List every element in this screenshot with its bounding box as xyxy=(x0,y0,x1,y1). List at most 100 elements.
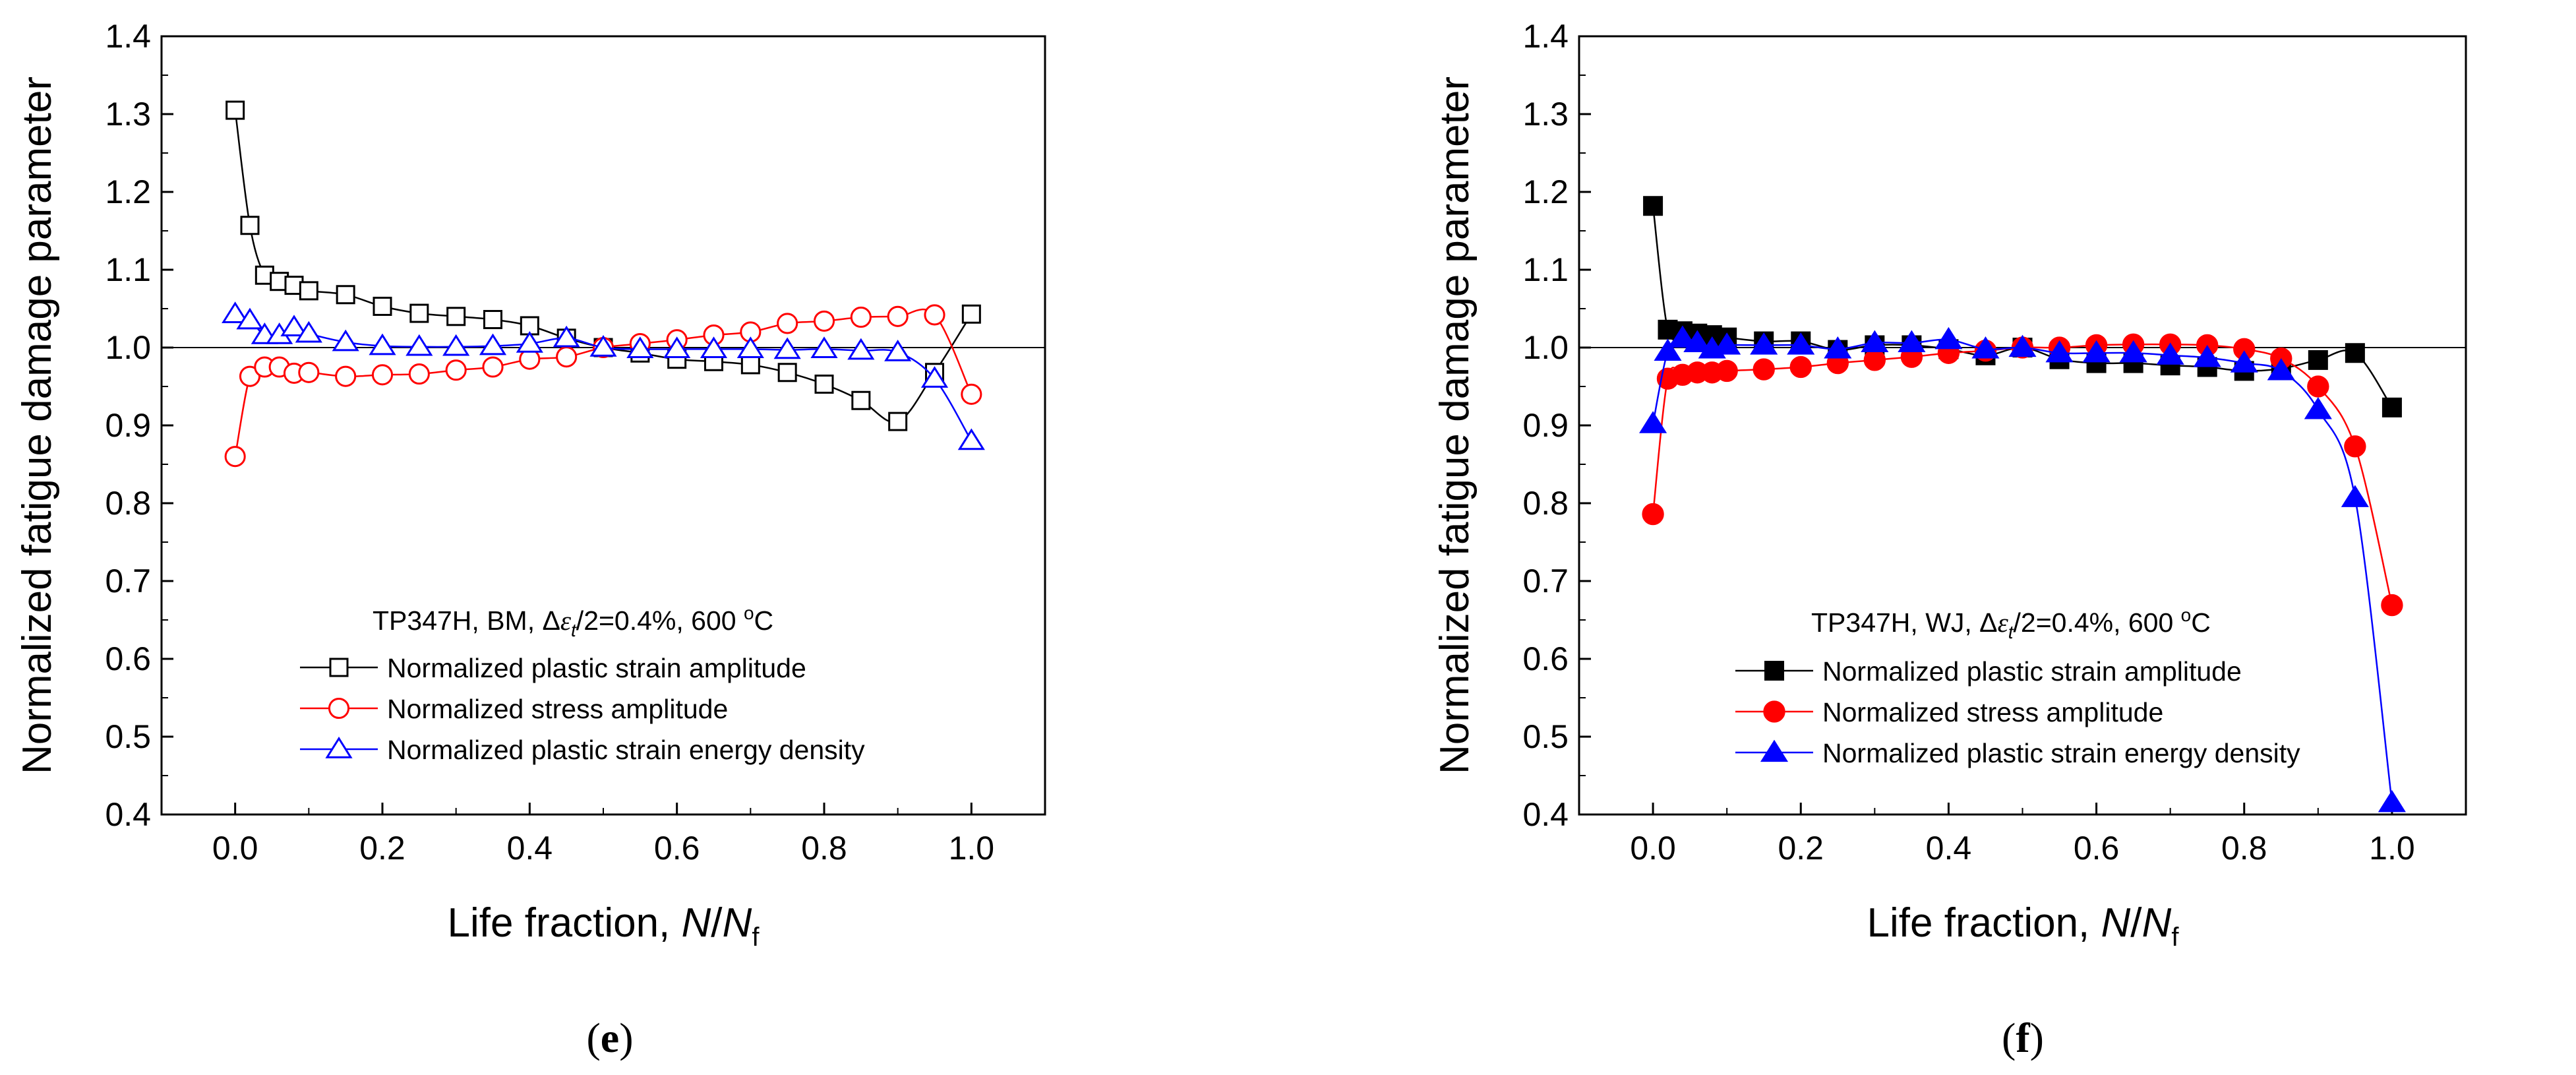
data-point xyxy=(924,304,945,326)
x-tick-label: 0.8 xyxy=(801,830,847,867)
y-tick-label: 0.5 xyxy=(105,718,151,755)
legend-marker xyxy=(325,736,353,758)
data-point xyxy=(2156,342,2184,365)
series-line xyxy=(1652,343,2393,605)
legend-label: Normalized plastic strain amplitude xyxy=(1822,656,2242,687)
y-tick-label: 1.1 xyxy=(1522,251,1569,288)
y-tick-label: 0.9 xyxy=(1522,407,1569,444)
data-point xyxy=(777,313,798,334)
data-point xyxy=(2230,350,2258,373)
data-point xyxy=(295,321,322,343)
legend-label: Normalized plastic strain energy density xyxy=(1822,738,2300,768)
data-point xyxy=(2381,594,2403,617)
legend-label: Normalized stress amplitude xyxy=(387,694,728,724)
data-point xyxy=(2267,358,2295,381)
caption-paren-open: ( xyxy=(586,1014,600,1061)
data-point xyxy=(336,285,355,305)
data-point xyxy=(888,412,908,431)
data-point xyxy=(240,216,260,235)
data-point xyxy=(1898,330,1926,353)
data-point xyxy=(920,366,949,388)
x-tick-label: 1.0 xyxy=(949,830,995,867)
data-point xyxy=(957,428,985,450)
caption-paren-close: ) xyxy=(619,1014,633,1061)
legend-entry: Normalized plastic strain amplitude xyxy=(300,653,806,683)
x-axis-label: Life fraction, N/Nf xyxy=(448,900,760,952)
y-tick-label: 1.2 xyxy=(105,173,151,210)
data-point xyxy=(556,346,578,368)
data-point xyxy=(1643,196,1663,216)
caption-letter: f xyxy=(2016,1014,2030,1061)
x-label-f: f xyxy=(2171,923,2179,952)
data-point xyxy=(961,383,982,405)
x-tick-label: 0.8 xyxy=(2221,830,2267,867)
data-point xyxy=(740,355,760,375)
data-point xyxy=(369,333,396,355)
annotation-suffix: /2=0.4%, 600 xyxy=(2014,607,2181,638)
x-tick-label: 0.4 xyxy=(1926,830,1972,867)
y-tick-label: 1.4 xyxy=(1522,18,1569,55)
data-point xyxy=(1824,336,1852,359)
y-tick-label: 0.4 xyxy=(105,796,151,833)
y-axis-label: Normalized fatigue damage parameter xyxy=(1432,77,1478,774)
condition-annotation: TP347H, BM, Δεt/2=0.4%, 600 oC xyxy=(373,603,773,640)
x-label-text: Life fraction, xyxy=(448,900,682,946)
data-point xyxy=(409,303,429,323)
data-point xyxy=(1654,338,1682,361)
chart-panel-f: 0.4 0.5 0.6 0.7 0.8 0.9 1.0 1.1 1.2 1.3 1.4 0.0 0.2 0… xyxy=(1432,18,2467,1061)
x-tick-label: 0.0 xyxy=(212,830,258,867)
data-point xyxy=(373,296,392,316)
data-point xyxy=(2307,375,2329,398)
caption-paren-close: ) xyxy=(2030,1014,2044,1061)
y-tick-label: 0.7 xyxy=(105,563,151,599)
annotation-epsilon: ε xyxy=(560,605,572,636)
data-point xyxy=(1713,332,1741,355)
data-point xyxy=(1971,336,2000,359)
data-point xyxy=(299,281,318,301)
data-point xyxy=(2378,789,2406,813)
annotation-degree: o xyxy=(2181,605,2192,625)
y-tick-label: 1.2 xyxy=(1522,173,1569,210)
y-tick-label: 0.9 xyxy=(105,407,151,444)
y-tick-label: 1.0 xyxy=(1522,329,1569,366)
annotation-suffix: /2=0.4%, 600 xyxy=(576,605,744,636)
legend-entry: Normalized plastic strain energy density xyxy=(300,735,865,765)
data-point xyxy=(961,304,981,324)
data-point xyxy=(1716,359,1738,383)
y-tick-label: 1.4 xyxy=(105,18,151,55)
legend-label: Normalized stress amplitude xyxy=(1822,697,2163,727)
annotation-prefix: TP347H, BM, Δ xyxy=(373,605,560,636)
data-point xyxy=(445,359,467,381)
legend-marker xyxy=(328,697,350,720)
y-axis-label: Normalized fatigue damage parameter xyxy=(15,77,60,774)
x-label-slash: / xyxy=(711,900,723,946)
data-point xyxy=(1934,326,1963,350)
data-point xyxy=(2345,343,2365,363)
data-point xyxy=(884,340,912,361)
x-label-Nf: N xyxy=(2142,900,2172,946)
x-tick-label: 0.2 xyxy=(359,830,405,867)
data-point xyxy=(516,331,543,353)
data-point xyxy=(626,336,654,359)
data-point xyxy=(222,301,249,323)
x-axis-label: Life fraction, N/Nf xyxy=(1867,900,2180,952)
legend-marker xyxy=(1763,700,1785,723)
data-point xyxy=(1668,325,1696,348)
data-point xyxy=(773,337,801,359)
data-point xyxy=(446,307,466,326)
data-point xyxy=(2304,397,2332,419)
data-point xyxy=(442,334,470,356)
data-point xyxy=(814,374,834,394)
data-point xyxy=(236,307,264,330)
data-point xyxy=(810,336,838,359)
data-point xyxy=(736,336,764,359)
y-tick-label: 0.4 xyxy=(1522,796,1569,833)
data-point xyxy=(483,310,502,330)
series-line xyxy=(1652,337,2393,803)
x-label-text: Life fraction, xyxy=(1867,900,2101,946)
x-tick-label: 0.2 xyxy=(1778,830,1824,867)
legend-entry: Normalized plastic strain amplitude xyxy=(1735,656,2242,687)
legend-entry: Normalized plastic strain energy density xyxy=(1735,738,2300,768)
x-label-f: f xyxy=(752,923,760,952)
legend-marker xyxy=(1760,739,1789,762)
